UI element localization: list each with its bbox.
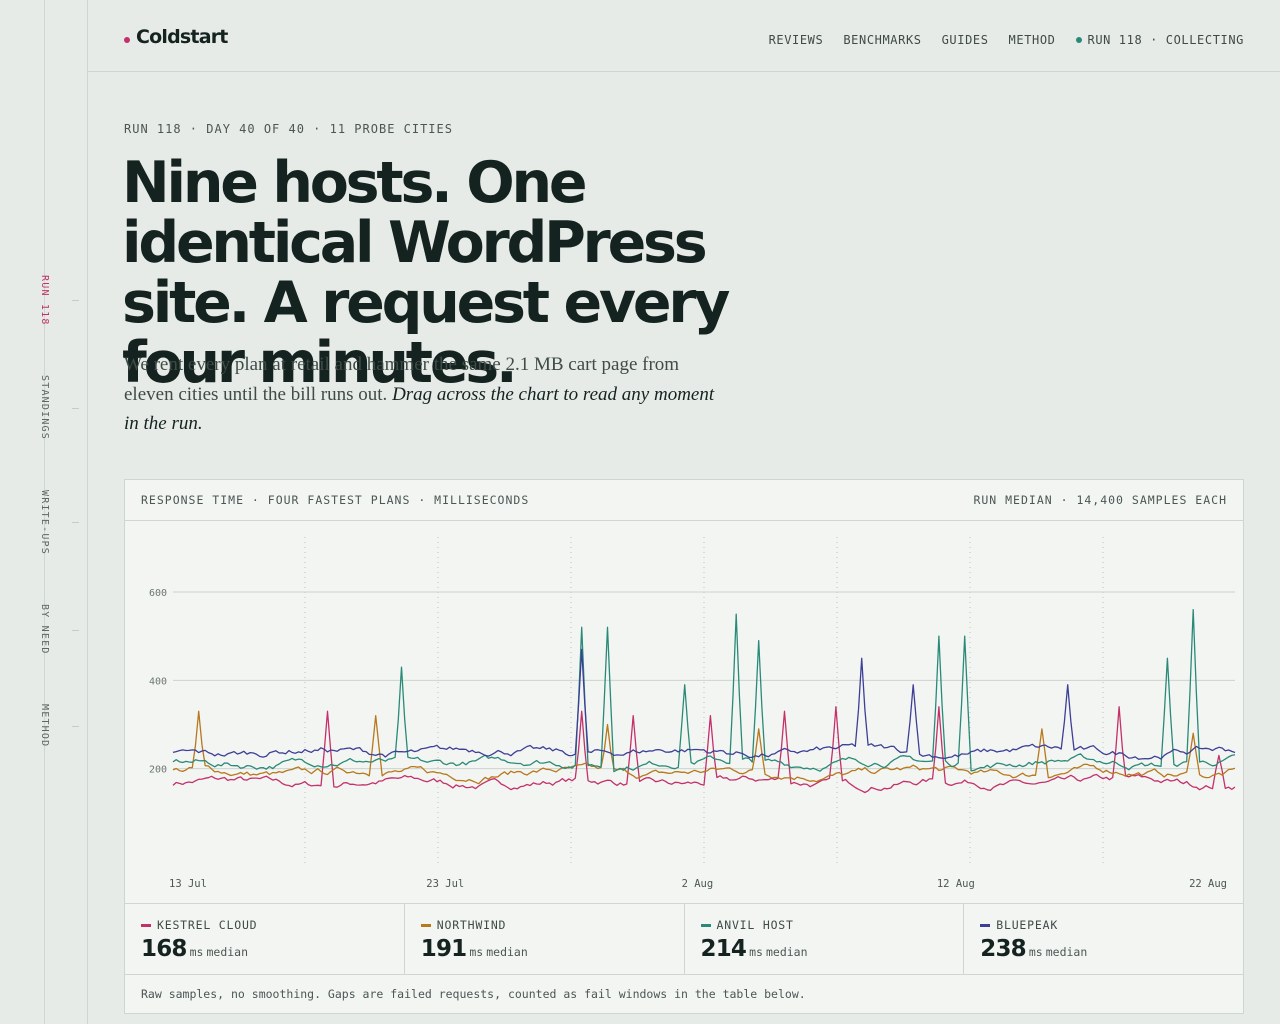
nav-guides[interactable]: GUIDES — [941, 33, 989, 47]
median-label: median — [765, 945, 808, 959]
legend-swatch — [980, 923, 991, 927]
series-line-bluepeak — [172, 648, 1236, 760]
median-unit: ms — [469, 945, 484, 959]
intro-text: We rent every plan at retail and hammer … — [124, 354, 680, 405]
main-nav: REVIEWS BENCHMARKS GUIDES METHOD RUN 118… — [769, 33, 1244, 47]
rail-tick — [72, 726, 79, 727]
legend-swatch — [420, 923, 431, 927]
side-rail: RUN 118 STANDINGS WRITE-UPS BY NEED METH… — [0, 0, 88, 1024]
x-tick-label: 23 Jul — [426, 878, 464, 890]
rail-item-run[interactable]: RUN 118 — [39, 275, 50, 326]
legend-swatch — [141, 923, 151, 927]
rail-tick — [72, 522, 79, 523]
rail-item-method[interactable]: METHOD — [39, 704, 50, 748]
legend-label: BLUEPEAK — [996, 918, 1059, 932]
legend-anvil-host[interactable]: ANVIL HOST 214 ms median — [685, 904, 965, 974]
legend-label: NORTHWIND — [436, 918, 507, 932]
logo-text: Coldstart — [136, 26, 228, 48]
chart-header: RESPONSE TIME · FOUR FASTEST PLANS · MIL… — [125, 480, 1243, 521]
median-unit: ms — [1028, 945, 1043, 959]
chart-meta: RUN MEDIAN · 14,400 SAMPLES EACH — [973, 493, 1227, 507]
rail-tick — [72, 408, 79, 409]
chart-title: RESPONSE TIME · FOUR FASTEST PLANS · MIL… — [141, 493, 530, 507]
nav-benchmarks[interactable]: BENCHMARKS — [843, 33, 922, 47]
median-value: 238 — [980, 936, 1026, 962]
legend-kestrel-cloud[interactable]: KESTREL CLOUD 168 ms median — [125, 904, 405, 974]
median-label: median — [206, 945, 249, 959]
median-value: 214 — [700, 936, 747, 962]
run-status-label: RUN 118 · COLLECTING — [1087, 33, 1244, 47]
intro-instruction: Drag across the chart to read any moment… — [124, 383, 715, 435]
x-tick-label: 22 Aug — [1189, 878, 1227, 890]
median-label: median — [1045, 945, 1088, 959]
median-label: median — [486, 945, 528, 959]
top-header: Coldstart REVIEWS BENCHMARKS GUIDES METH… — [88, 0, 1280, 72]
nav-method[interactable]: METHOD — [1008, 33, 1056, 47]
rail-tick — [72, 630, 79, 631]
y-tick-label: 600 — [149, 588, 167, 599]
logo[interactable]: Coldstart — [124, 26, 228, 48]
rail-item-standings[interactable]: STANDINGS — [39, 375, 50, 440]
response-time-chart-card: RESPONSE TIME · FOUR FASTEST PLANS · MIL… — [124, 479, 1244, 1014]
run-eyebrow: RUN 118 · DAY 40 OF 40 · 11 PROBE CITIES — [124, 122, 453, 136]
median-unit: ms — [749, 945, 763, 959]
response-time-chart[interactable]: 200 400 600 13 Jul 23 Jul 2 Aug 12 Aug 22 Aug — [125, 521, 1243, 903]
chart-legend: KESTREL CLOUD 168 ms median NORTHWIND 191 m… — [125, 903, 1243, 975]
logo-dot-icon — [124, 37, 130, 43]
legend-northwind[interactable]: NORTHWIND 191 ms median — [405, 904, 685, 974]
y-tick-label: 400 — [149, 676, 167, 687]
rail-item-write-ups[interactable]: WRITE-UPS — [39, 490, 50, 555]
series-line-anvil-host — [172, 609, 1236, 773]
intro-paragraph: We rent every plan at retail and hammer … — [124, 350, 724, 439]
rail-divider — [44, 0, 45, 1024]
median-value: 168 — [141, 936, 187, 962]
median-unit: ms — [189, 945, 204, 959]
legend-swatch — [700, 923, 711, 927]
rail-tick — [72, 300, 79, 301]
y-tick-label: 200 — [149, 765, 167, 776]
legend-label: KESTREL CLOUD — [157, 918, 258, 932]
nav-reviews[interactable]: REVIEWS — [768, 33, 824, 47]
rail-item-by-need[interactable]: BY NEED — [39, 604, 50, 655]
chart-footnote: Raw samples, no smoothing. Gaps are fail… — [141, 987, 806, 1001]
median-value: 191 — [420, 936, 467, 962]
x-tick-label: 13 Jul — [169, 878, 207, 890]
status-dot-icon — [1075, 37, 1082, 43]
series-line-northwind — [172, 710, 1236, 785]
legend-label: ANVIL HOST — [716, 918, 794, 932]
x-tick-label: 2 Aug — [682, 878, 714, 890]
x-tick-label: 12 Aug — [937, 878, 975, 890]
legend-bluepeak[interactable]: BLUEPEAK 238 ms median — [964, 904, 1243, 974]
run-status[interactable]: RUN 118 · COLLECTING — [1075, 33, 1245, 47]
page-title: Nine hosts. One identical WordPress site… — [122, 150, 730, 396]
series-line-kestrel-cloud — [172, 706, 1236, 794]
